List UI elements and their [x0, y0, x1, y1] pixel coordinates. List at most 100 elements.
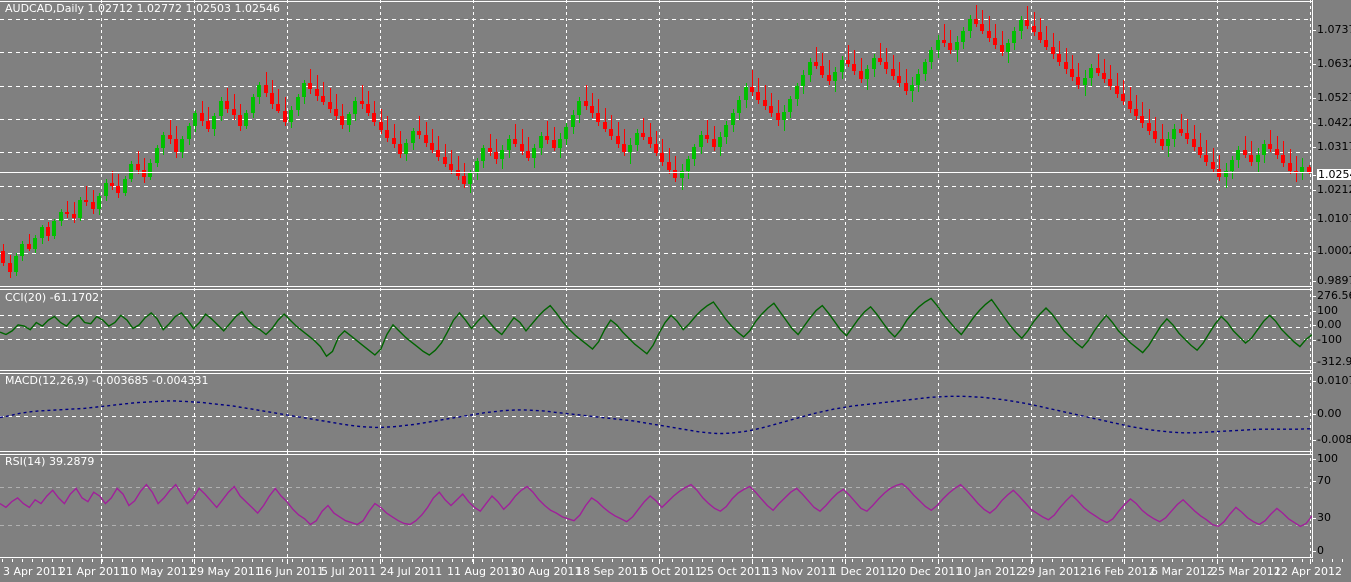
candle-body [468, 173, 472, 184]
candle-body [980, 24, 984, 31]
candle-wick [822, 53, 823, 78]
macd-scale-label-2: -0.0085 [1317, 433, 1351, 446]
price-scale-label-tick-9 [1313, 281, 1316, 282]
candle-wick [1194, 125, 1195, 151]
candle-body [872, 58, 876, 69]
candle-body [1262, 144, 1266, 155]
rsi-line [0, 482, 1312, 528]
candle-body [622, 144, 626, 152]
candle-wick [438, 136, 439, 161]
candle-wick [650, 123, 651, 148]
candle-body [123, 179, 127, 193]
candle-wick [317, 75, 318, 101]
rsi-scale-label-2: 30 [1317, 511, 1331, 524]
candle-body [398, 144, 402, 154]
price-scale-label-tick-5 [1313, 175, 1316, 176]
candle-body [264, 85, 268, 93]
candle-body [116, 186, 120, 193]
price-scale-label-tick-6 [1313, 190, 1316, 191]
candle-body [65, 212, 69, 214]
candle-wick [1040, 18, 1041, 43]
candle-wick [598, 99, 599, 126]
price-scale-label-2: 1.05270 [1317, 91, 1351, 104]
price-plot-area[interactable] [0, 0, 1312, 288]
candle-body [846, 60, 850, 64]
candle-body [187, 126, 191, 139]
candle-body [136, 164, 140, 170]
candle-wick [618, 122, 619, 148]
cci-plot-area[interactable] [0, 288, 1312, 371]
candle-body [609, 129, 613, 136]
rsi-panel[interactable]: RSI(14) 39.2879 [0, 452, 1351, 559]
candle-wick [432, 129, 433, 153]
candle-body [328, 102, 332, 109]
candle-body [1185, 133, 1189, 139]
candle-wick [880, 43, 881, 65]
candle-body [411, 131, 415, 143]
candle-body [308, 83, 312, 89]
candle-wick [886, 48, 887, 74]
price-panel[interactable]: AUDCAD,Daily 1.02712 1.02772 1.02503 1.0… [0, 0, 1351, 288]
date-label-8: 30 Aug 2011 [511, 565, 582, 578]
candle-body [1294, 171, 1298, 172]
candle-wick [29, 234, 30, 251]
candle-body [1179, 129, 1183, 133]
candle-wick [1136, 95, 1137, 120]
panel-separator-macd-rsi [0, 451, 1351, 452]
candle-body [712, 139, 716, 147]
candle-wick [170, 120, 171, 144]
date-label-13: 1 Dec 2011 [830, 565, 894, 578]
candle-body [404, 143, 408, 154]
date-label-20: 12 Apr 2012 [1274, 565, 1343, 578]
candle-body [1281, 155, 1285, 163]
candle-body [1012, 31, 1016, 43]
candle-wick [74, 202, 75, 223]
candle-body [840, 60, 844, 72]
candle-body [296, 97, 300, 110]
candle-wick [816, 47, 817, 69]
candle-body [129, 164, 133, 179]
candle-body [545, 136, 549, 140]
candle-body [321, 96, 325, 102]
price-scale-label-7: 1.01070 [1317, 212, 1351, 225]
candle-body [788, 99, 792, 112]
cci-svg [0, 288, 1312, 371]
candle-body [737, 100, 741, 113]
price-scale-label-tick-4 [1313, 147, 1316, 148]
candle-body [993, 38, 997, 45]
candle-wick [445, 144, 446, 167]
candle-wick [1270, 130, 1271, 152]
candle-body [1243, 150, 1247, 155]
price-scale[interactable]: 1.07370 1.06320 1.05270 1.04220 1.03170 1.025… [1313, 0, 1351, 558]
candle-body [180, 139, 184, 152]
candle-body [782, 112, 786, 120]
candle-wick [605, 108, 606, 132]
macd-panel[interactable]: MACD(12,26,9) -0.003685 -0.004331 [0, 371, 1351, 452]
candle-body [1275, 149, 1279, 155]
candle-body [430, 143, 434, 150]
candle-body [1044, 40, 1048, 47]
cci-panel[interactable]: CCI(20) -61.1702 [0, 288, 1351, 371]
candle-body [955, 42, 959, 50]
candle-wick [381, 109, 382, 134]
candle-body [577, 101, 581, 115]
candle-body [584, 101, 588, 106]
date-axis[interactable]: 3 Apr 2011 21 Apr 2011 10 May 2011 29 May 2… [0, 559, 1351, 582]
candle-wick [950, 30, 951, 54]
candle-wick [1027, 6, 1028, 29]
candle-wick [1296, 156, 1297, 182]
candle-body [628, 145, 632, 152]
candle-body [648, 137, 652, 144]
rsi-plot-area[interactable] [0, 452, 1312, 559]
candle-body [8, 263, 12, 272]
candle-body [232, 109, 236, 115]
candle-wick [1162, 124, 1163, 150]
candle-body [33, 238, 37, 249]
candle-wick [656, 131, 657, 156]
candle-body [936, 40, 940, 50]
candle-body [558, 139, 562, 148]
macd-plot-area[interactable] [0, 371, 1312, 452]
candle-body [795, 86, 799, 99]
candle-wick [86, 186, 87, 206]
candle-body [776, 113, 780, 120]
